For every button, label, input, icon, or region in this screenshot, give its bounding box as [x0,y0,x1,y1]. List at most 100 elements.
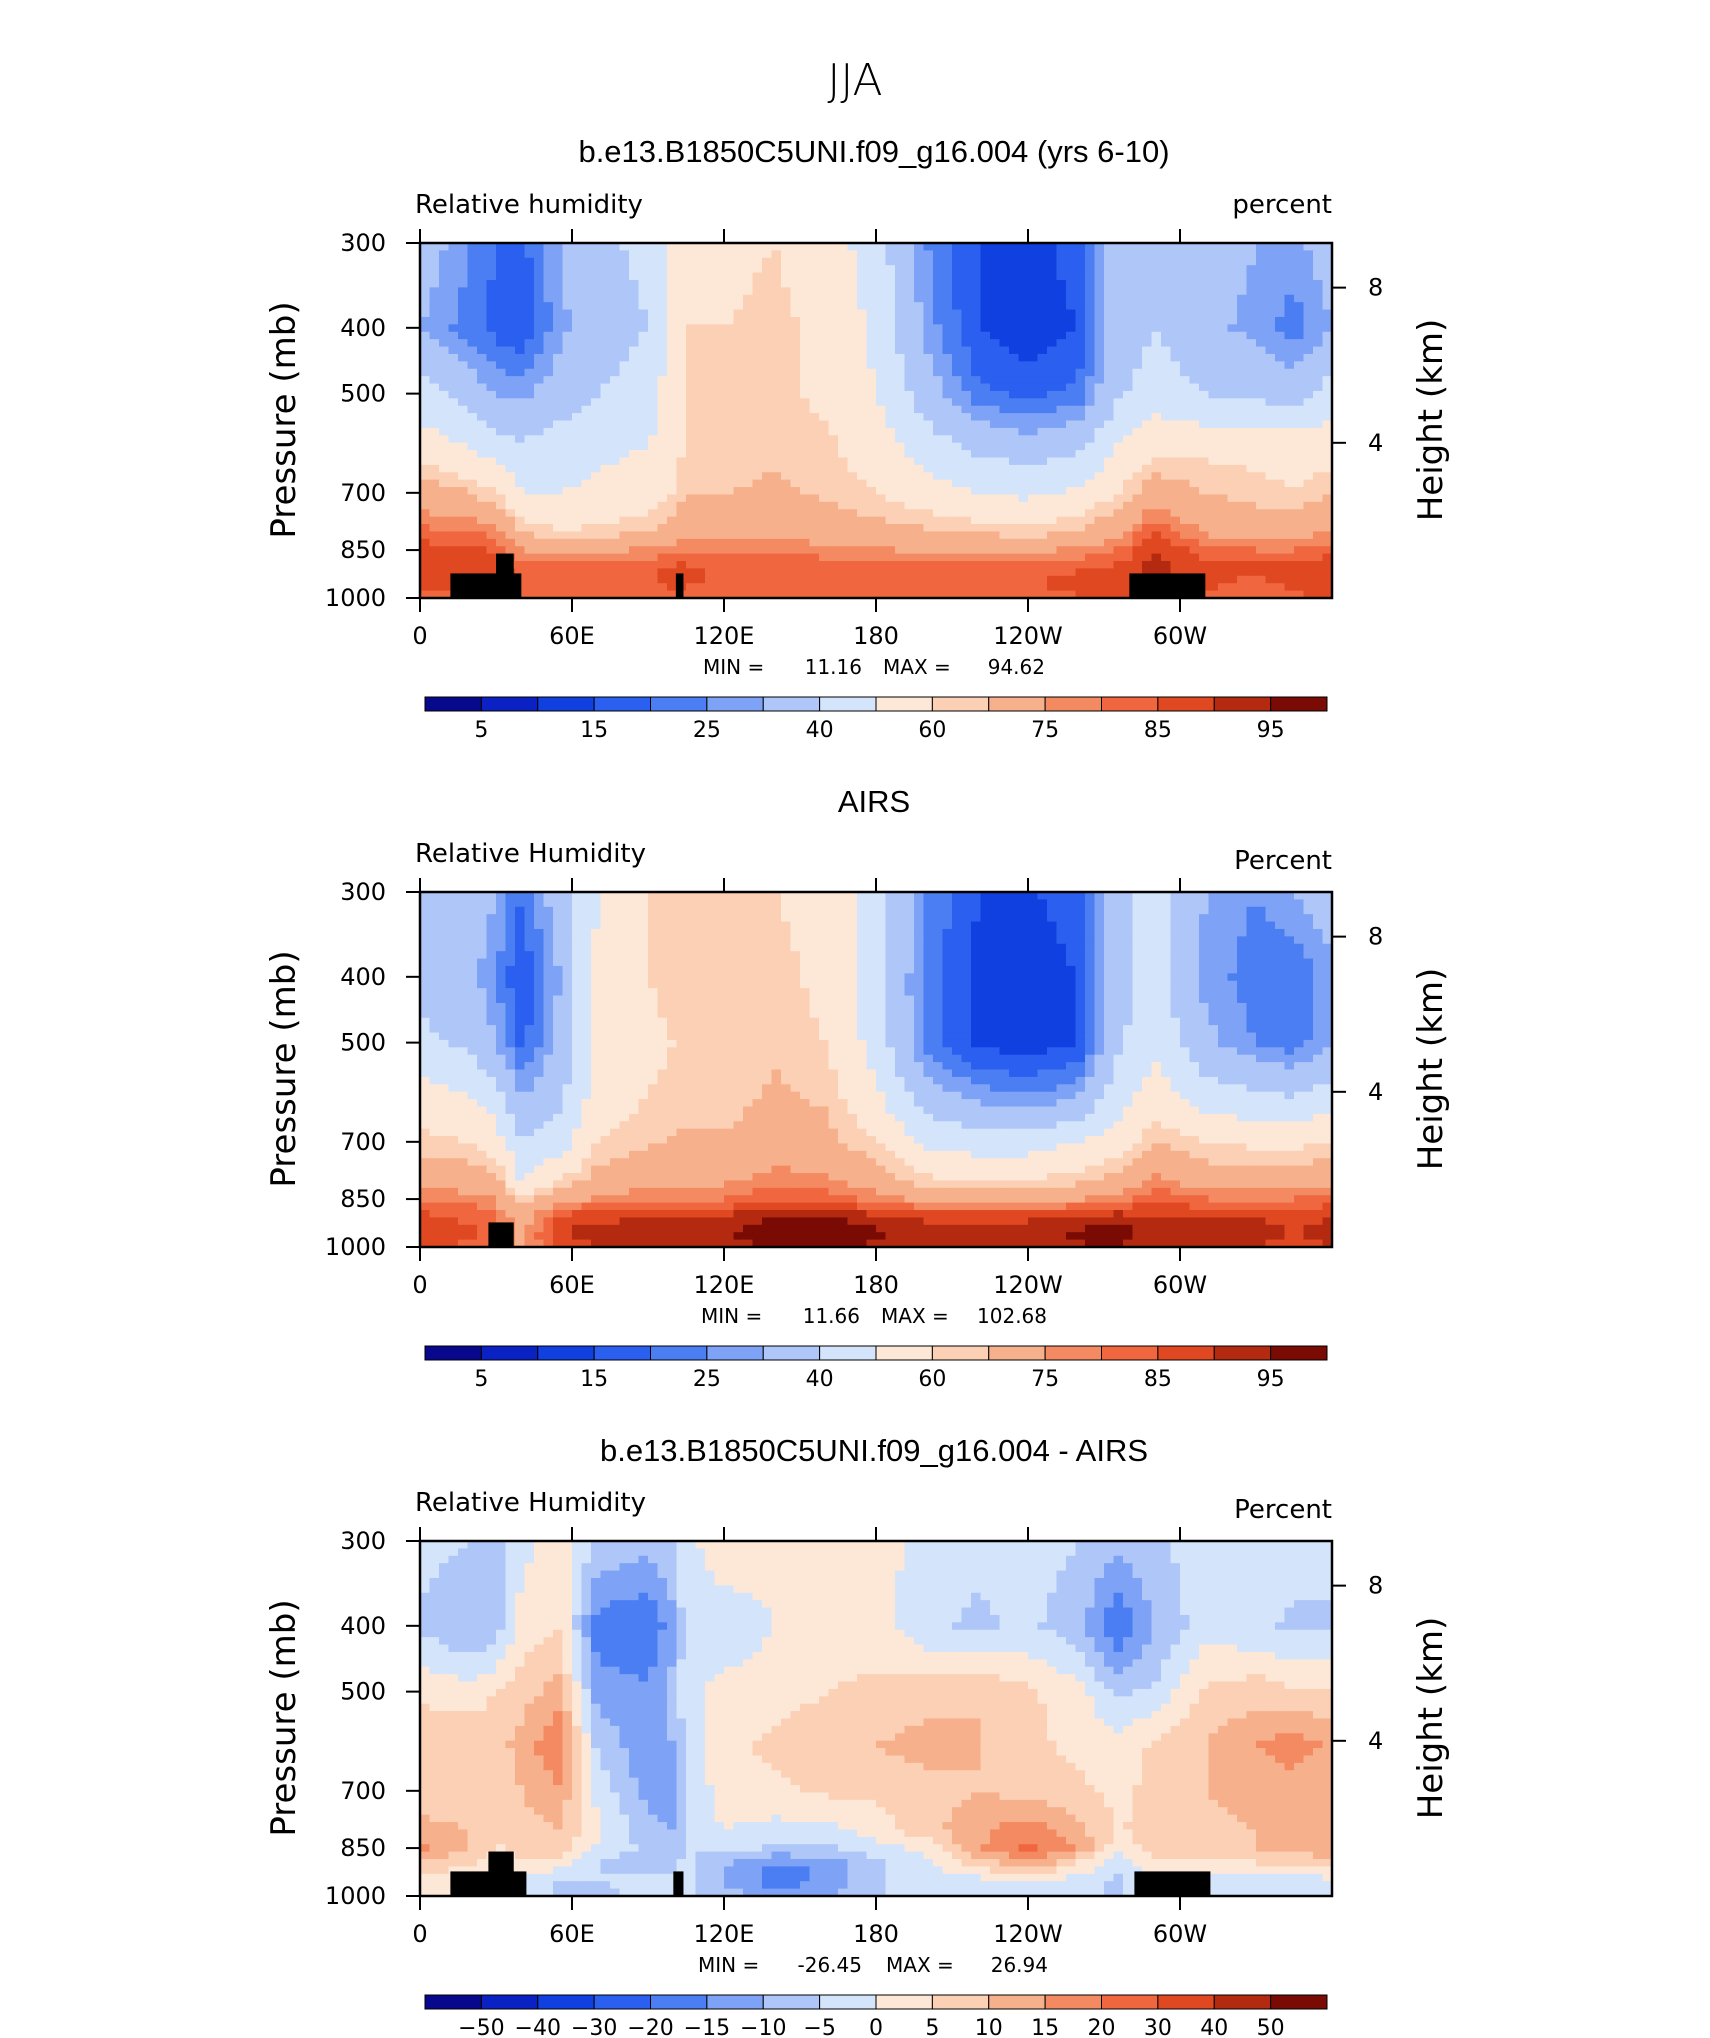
field-cell [1218,413,1229,422]
field-cell [676,405,687,414]
field-cell [515,487,526,496]
field-cell [952,316,963,325]
field-cell [1094,302,1105,311]
field-cell [1275,324,1286,333]
field-cell [591,583,602,592]
field-cell [790,494,801,503]
field-cell [572,914,583,923]
field-cell [1056,899,1067,908]
field-cell [952,353,963,362]
field-cell [638,361,649,370]
field-cell [1028,892,1039,900]
field-cell [828,361,839,370]
field-cell [762,561,773,570]
field-cell [743,361,754,370]
field-cell [952,331,963,340]
field-cell [1180,561,1191,570]
field-cell [990,279,1001,288]
field-cell [610,302,621,311]
field-cell [809,390,820,399]
field-cell [1151,892,1162,900]
field-cell [771,376,782,385]
field-cell [895,361,906,370]
field-cell [743,575,754,584]
field-cell [847,279,858,288]
field-cell [1151,524,1162,533]
field-cell [714,501,725,510]
field-cell [1303,420,1314,429]
field-cell [515,361,526,370]
field-cell [458,457,469,466]
field-cell [942,257,953,266]
field-cell [914,427,925,436]
field-cell [695,899,706,908]
field-cell [1199,390,1210,399]
field-cell [781,265,792,274]
field-cell [990,538,1001,547]
field-cell [1256,457,1267,466]
field-cell [619,427,630,436]
field-cell [752,331,763,340]
field-cell [638,546,649,555]
field-cell [676,899,687,908]
field-cell [686,546,697,555]
field-cell [1246,272,1257,281]
field-cell [657,442,668,451]
field-cell [904,457,915,466]
field-cell [866,257,877,266]
field-cell [828,450,839,459]
field-cell [1161,546,1172,555]
field-cell [1237,427,1248,436]
field-cell [847,272,858,281]
field-cell [876,413,887,422]
field-cell [1113,279,1124,288]
field-cell [819,309,830,318]
field-cell [1294,892,1305,900]
field-cell [762,568,773,577]
field-cell [562,531,573,540]
field-cell [752,531,763,540]
field-cell [486,899,497,908]
colorbar-swatch [1044,696,1102,712]
field-cell [1322,575,1332,584]
field-cell [439,420,450,429]
field-cell [800,331,811,340]
field-cell [1009,265,1020,274]
colorbar-swatch [1101,696,1159,712]
field-cell [885,590,896,598]
field-cell [553,568,564,577]
field-cell [1018,390,1029,399]
field-cell [733,906,744,915]
field-cell [657,575,668,584]
field-cell [676,509,687,518]
field-cell [1189,272,1200,281]
field-cell [1180,899,1191,908]
field-cell [714,487,725,496]
field-cell [1170,509,1181,518]
field-cell [591,302,602,311]
field-cell [1018,353,1029,362]
field-cell [638,390,649,399]
field-cell [942,590,953,598]
field-cell [429,383,440,392]
field-cell [1208,583,1219,592]
field-cell [980,272,991,281]
field-cell [667,442,678,451]
field-cell [819,413,830,422]
field-cell [828,487,839,496]
field-cell [667,516,678,525]
field-cell [724,243,735,251]
field-cell [448,899,459,908]
field-cell [999,257,1010,266]
field-cell [999,302,1010,311]
field-cell [695,324,706,333]
field-cell [458,398,469,407]
field-cell [790,546,801,555]
field-cell [467,250,478,259]
field-cell [572,531,583,540]
field-cell [1047,464,1058,473]
field-cell [705,257,716,266]
field-cell [477,546,488,555]
field-cell [562,302,573,311]
field-cell [1265,265,1276,274]
